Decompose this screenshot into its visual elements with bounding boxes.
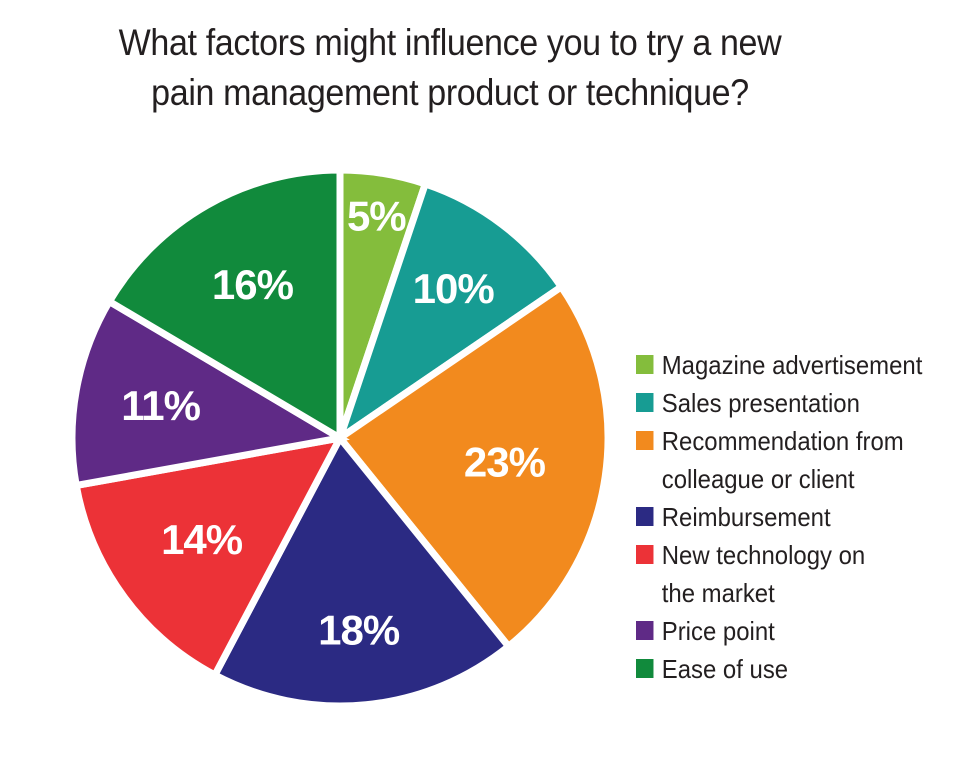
legend-label-line: the market (661, 578, 775, 608)
legend-item-1: Magazine advertisement (636, 346, 930, 384)
legend-label: New technology on the market (662, 536, 931, 612)
legend-label: Recommendation from colleague or client (662, 422, 931, 498)
slice-value-label-1: 5% (347, 192, 406, 239)
legend-item-7: Ease of use (636, 650, 930, 688)
legend-label: Reimbursement (662, 498, 931, 536)
slice-value-label-7: 16% (212, 261, 294, 308)
slice-value-label-5: 14% (161, 516, 243, 563)
legend-swatch (636, 507, 654, 526)
chart-title-line-2: pain management product or technique? (151, 72, 749, 113)
legend-item-3: Recommendation from colleague or client (636, 422, 930, 498)
legend-item-2: Sales presentation (636, 384, 930, 422)
legend-label-line: Recommendation from (661, 426, 904, 456)
chart-title-line-1: What factors might influence you to try … (118, 22, 782, 63)
legend-label-line: New technology on (661, 540, 866, 570)
legend-label-line: Magazine advertisement (661, 350, 923, 380)
pie-slice-2 (333, 179, 567, 447)
legend-label: Magazine advertisement (662, 346, 931, 384)
slice-value-label-2: 10% (413, 265, 495, 312)
legend-label-line: Price point (661, 616, 775, 646)
legend-swatch (636, 393, 654, 412)
pie-slice-3 (334, 281, 612, 652)
legend-label-line: Sales presentation (661, 388, 860, 418)
legend-label: Sales presentation (662, 384, 931, 422)
legend-swatch (636, 659, 654, 678)
legend-swatch (636, 621, 654, 640)
slice-value-label-3: 23% (464, 439, 546, 486)
legend-label: Price point (662, 612, 931, 650)
legend-label-line: Reimbursement (661, 502, 831, 532)
slice-value-label-6: 11% (121, 382, 200, 429)
legend-item-4: Reimbursement (636, 498, 930, 536)
chart-legend: Magazine advertisement Sales presentation… (636, 346, 956, 688)
legend-swatch (636, 431, 654, 450)
legend-item-5: New technology on the market (636, 536, 930, 612)
pie-slice-4 (210, 431, 514, 710)
legend-swatch (636, 545, 654, 564)
slice-value-label-4: 18% (318, 607, 400, 654)
legend-swatch (636, 355, 654, 374)
legend-label: Ease of use (662, 650, 931, 688)
legend-item-6: Price point (636, 612, 930, 650)
pie-slice-6 (68, 296, 350, 490)
pie-slice-5 (72, 433, 347, 680)
legend-label-line: colleague or client (661, 464, 855, 494)
chart-title: What factors might influence you to try … (36, 18, 864, 118)
pie-slice-7 (104, 166, 344, 445)
legend-label-line: Ease of use (661, 654, 789, 684)
